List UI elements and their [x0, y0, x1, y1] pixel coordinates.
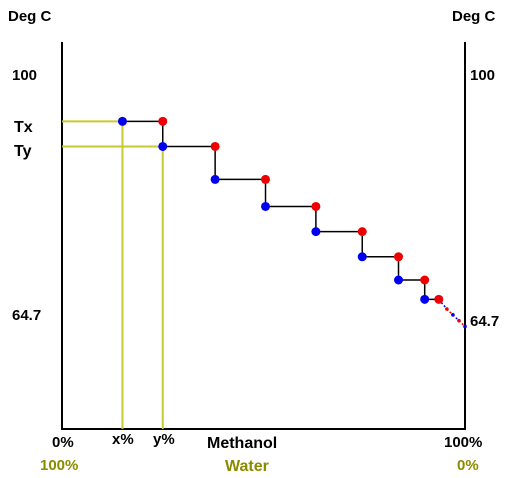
liquid-point	[158, 141, 168, 151]
vapour-point	[420, 275, 430, 285]
liquid-point	[311, 227, 321, 237]
vapour-point	[158, 116, 168, 126]
right-100-label: 100	[470, 67, 495, 84]
vapour-point	[311, 201, 321, 211]
right-unit-label: Deg C	[452, 8, 496, 25]
liquid-point	[357, 252, 367, 262]
liquid-point	[394, 275, 404, 285]
y-percent-label: y%	[153, 431, 175, 448]
methanol-100-label: 100%	[444, 434, 482, 451]
equilibrium-points	[117, 116, 467, 329]
vapour-point	[210, 141, 220, 151]
water-0-label: 0%	[457, 457, 479, 474]
x-percent-label: x%	[112, 431, 134, 448]
water-label: Water	[225, 458, 269, 475]
methanol-label: Methanol	[207, 435, 277, 452]
tail-vapour-point	[457, 318, 461, 323]
vapour-point	[394, 252, 404, 262]
ty-label: Ty	[14, 143, 32, 160]
liquid-point	[261, 201, 271, 211]
liquid-point	[210, 174, 220, 184]
tail-liquid-point	[451, 313, 455, 317]
tx-label: Tx	[14, 119, 33, 136]
right-boiling-label: 64.7	[470, 313, 499, 330]
step-lines	[122, 120, 466, 327]
left-unit-label: Deg C	[8, 8, 52, 25]
vapour-point	[261, 174, 271, 184]
methanol-0-label: 0%	[52, 434, 74, 451]
vapour-point	[434, 294, 444, 304]
water-100-label: 100%	[40, 457, 78, 474]
vapour-point	[357, 227, 367, 237]
guide-lines	[62, 120, 164, 429]
tail-liquid-point	[463, 324, 467, 329]
left-boiling-label: 64.7	[12, 307, 41, 324]
liquid-point	[420, 294, 430, 304]
left-100-label: 100	[12, 67, 37, 84]
liquid-point	[117, 116, 127, 126]
tail-vapour-point	[445, 307, 449, 311]
